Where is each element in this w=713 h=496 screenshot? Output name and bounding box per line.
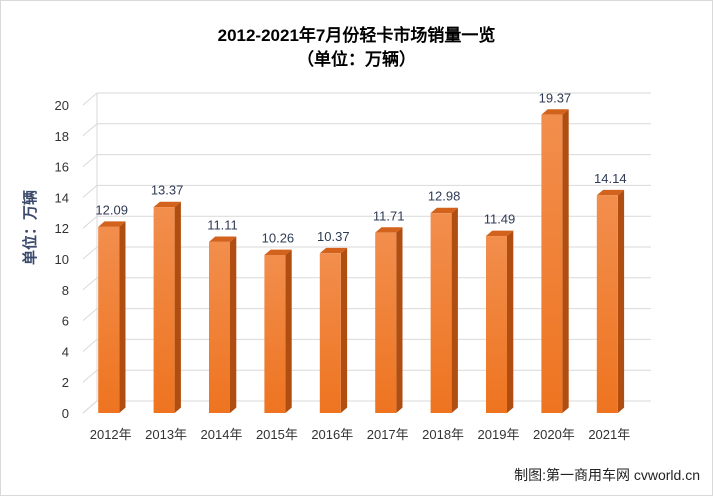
bar-side xyxy=(396,227,403,413)
bar xyxy=(541,109,569,414)
bar-top xyxy=(375,227,403,233)
gridline-diagonal xyxy=(82,369,98,383)
bar-top xyxy=(153,201,181,208)
data-label: 11.11 xyxy=(207,218,238,233)
data-label: 19.37 xyxy=(539,90,572,105)
bar xyxy=(98,221,126,413)
bar-front xyxy=(375,232,397,413)
bar-front xyxy=(209,241,230,413)
gridline-diagonal xyxy=(82,123,98,137)
data-label: 14.14 xyxy=(594,171,627,186)
bar-top xyxy=(430,207,458,214)
gridline-diagonal xyxy=(82,308,98,321)
y-tick-label: 16 xyxy=(55,160,69,175)
gridline-diagonal xyxy=(82,185,98,198)
bar xyxy=(209,236,237,413)
bar-side xyxy=(562,109,569,413)
x-tick-label: 2020年 xyxy=(533,427,575,442)
x-tick-label: 2018年 xyxy=(422,427,464,442)
chart-title: 2012-2021年7月份轻卡市场销量一览 xyxy=(217,26,496,45)
bar-side xyxy=(617,189,625,413)
x-tick-label: 2015年 xyxy=(256,427,298,442)
gridline-diagonal xyxy=(82,400,98,414)
data-label: 11.49 xyxy=(484,212,516,227)
bar-top xyxy=(319,247,348,254)
bar-top xyxy=(264,249,292,255)
x-tick-label: 2016年 xyxy=(311,427,353,442)
gridline-diagonal xyxy=(82,215,98,229)
y-tick-label: 6 xyxy=(62,314,69,329)
bar-top xyxy=(98,221,126,227)
data-label: 10.26 xyxy=(262,231,295,246)
bar-side xyxy=(340,247,348,413)
bar-top xyxy=(596,189,625,196)
data-label: 12.98 xyxy=(428,189,461,204)
gridline-diagonal xyxy=(82,246,98,260)
y-tick-label: 2 xyxy=(62,375,69,390)
bar xyxy=(319,247,348,413)
bar-side xyxy=(230,236,237,413)
gridline-diagonal xyxy=(82,277,98,291)
bar-top xyxy=(209,236,237,242)
bar-front xyxy=(153,207,175,413)
y-tick-label: 20 xyxy=(55,98,69,113)
bar-front xyxy=(98,226,120,413)
gridline-diagonal xyxy=(82,92,98,106)
data-label: 13.37 xyxy=(151,183,184,198)
x-tick-label: 2019年 xyxy=(478,427,520,442)
bar-front xyxy=(486,236,507,413)
x-tick-label: 2021年 xyxy=(588,427,630,442)
y-tick-label: 12 xyxy=(55,221,69,236)
bar xyxy=(430,207,458,413)
bar-side xyxy=(285,249,292,413)
bar xyxy=(596,189,625,413)
bar-top xyxy=(486,230,514,237)
bar-front xyxy=(319,253,341,413)
x-tick-label: 2017年 xyxy=(367,427,409,442)
y-tick-label: 0 xyxy=(62,406,69,421)
bar-front xyxy=(264,254,286,413)
bar-front xyxy=(541,114,563,414)
x-tick-label: 2013年 xyxy=(145,427,187,442)
bar xyxy=(375,227,403,413)
bar-side xyxy=(507,230,514,413)
bar-side xyxy=(119,221,126,413)
bar-top xyxy=(541,109,569,115)
gridline-diagonal xyxy=(82,154,98,167)
data-label: 12.09 xyxy=(95,202,128,217)
y-tick-label: 10 xyxy=(55,252,69,267)
y-tick-label: 8 xyxy=(62,283,69,298)
bar-front xyxy=(596,195,618,413)
data-label: 11.71 xyxy=(373,208,405,223)
chart-subtitle: （单位：万辆） xyxy=(297,50,416,69)
bar xyxy=(486,230,514,413)
x-tick-label: 2014年 xyxy=(201,427,243,442)
bar xyxy=(264,249,292,413)
y-tick-label: 14 xyxy=(55,190,69,205)
credit-text: 制图:第一商用车网 cvworld.cn xyxy=(514,467,700,483)
y-tick-label: 18 xyxy=(55,129,69,144)
x-tick-label: 2012年 xyxy=(90,427,132,442)
data-label: 10.37 xyxy=(317,229,350,244)
bar-side xyxy=(174,201,181,413)
bar-front xyxy=(430,213,452,413)
bar xyxy=(153,201,181,413)
bar-side xyxy=(451,207,458,413)
y-tick-label: 4 xyxy=(62,344,69,359)
gridline-diagonal xyxy=(82,339,98,352)
